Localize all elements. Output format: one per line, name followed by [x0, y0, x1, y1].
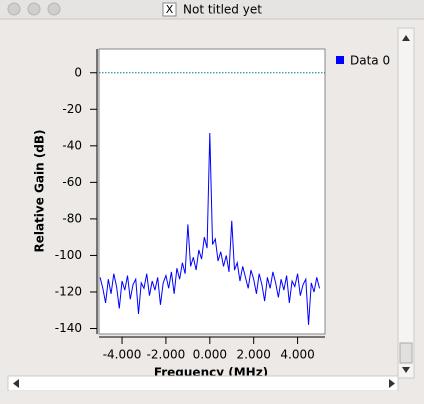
scroll-right[interactable]	[389, 379, 395, 388]
window-title: Not titled yet	[183, 3, 262, 17]
x-icon	[162, 2, 177, 17]
x-tick-label: -4.000	[103, 348, 142, 362]
v-scroll-thumb[interactable]	[399, 342, 413, 364]
y-axis-label: Relative Gain (dB)	[33, 129, 47, 252]
scroll-left[interactable]	[13, 379, 19, 388]
y-tick-label: -60	[62, 175, 82, 189]
y-tick-label: -20	[62, 102, 82, 116]
close-button[interactable]	[7, 2, 21, 16]
legend-swatch	[336, 56, 344, 64]
y-tick-label: -100	[55, 248, 82, 262]
x-tick-label: 0.000	[193, 348, 227, 362]
x-tick-label: 4.000	[280, 348, 314, 362]
legend-label: Data 0	[350, 54, 390, 68]
y-tick-label: 0	[74, 65, 82, 79]
x-tick-label: -2.000	[147, 348, 186, 362]
y-tick-label: -80	[62, 211, 82, 225]
y-tick-label: -140	[55, 321, 82, 335]
y-tick-label: -120	[55, 284, 82, 298]
v-scrollbar[interactable]	[397, 27, 415, 379]
status-area	[0, 391, 424, 404]
x-tick-label: 2.000	[237, 348, 271, 362]
series-line	[99, 133, 321, 325]
title-bar	[0, 0, 424, 19]
scroll-up[interactable]	[402, 35, 410, 41]
minimize-button[interactable]	[27, 2, 41, 16]
x-icon-glyph: X	[166, 3, 174, 16]
h-scrollbar[interactable]	[7, 375, 399, 392]
y-tick-label: -40	[62, 138, 82, 152]
scroll-down[interactable]	[402, 367, 410, 373]
zoom-button[interactable]	[47, 2, 61, 16]
